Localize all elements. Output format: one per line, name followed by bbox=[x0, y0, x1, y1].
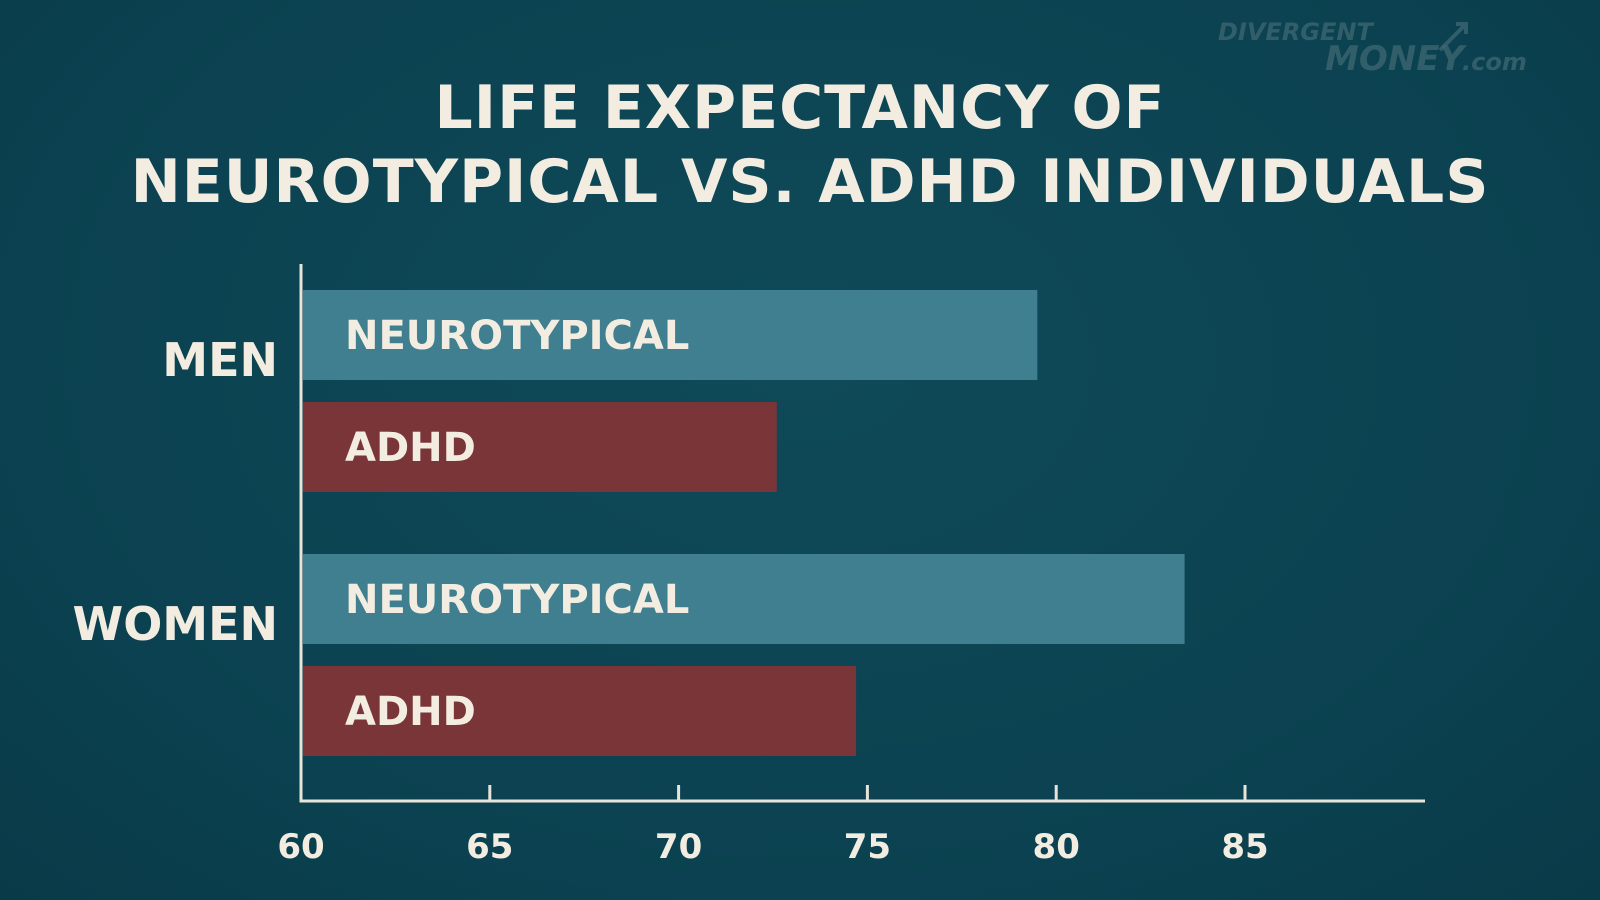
axes-group bbox=[299, 264, 1425, 803]
logo-arrow-icon bbox=[1438, 22, 1468, 52]
chart-title-line1: LIFE EXPECTANCY OF bbox=[435, 73, 1166, 143]
logo-suffix: .com bbox=[1462, 48, 1527, 76]
bar-women-neurotypical bbox=[303, 554, 1185, 644]
x-tick-label-75: 75 bbox=[844, 827, 891, 867]
bar-men-adhd bbox=[303, 402, 777, 492]
tick-labels: 60 65 70 75 80 85 bbox=[277, 827, 1268, 867]
x-tick-label-70: 70 bbox=[655, 827, 702, 867]
bar-label-women-adhd: ADHD bbox=[345, 689, 476, 735]
bar-men-neurotypical bbox=[303, 290, 1038, 380]
logo-line1: DIVERGENT bbox=[1218, 18, 1374, 46]
x-tick-label-60: 60 bbox=[277, 827, 324, 867]
x-tick-label-80: 80 bbox=[1033, 827, 1080, 867]
category-label-women: WOMEN bbox=[72, 597, 278, 651]
bar-label-women-neurotypical: NEUROTYPICAL bbox=[345, 577, 689, 623]
divergent-money-logo: DIVERGENT MONEY .com bbox=[1218, 18, 1527, 79]
chart-title-line2: NEUROTYPICAL VS. ADHD INDIVIDUALS bbox=[131, 147, 1490, 217]
category-label-men: MEN bbox=[162, 333, 278, 387]
bar-label-men-neurotypical: NEUROTYPICAL bbox=[345, 313, 689, 359]
x-tick-label-65: 65 bbox=[466, 827, 513, 867]
x-tick-label-85: 85 bbox=[1221, 827, 1268, 867]
bar-label-men-adhd: ADHD bbox=[345, 425, 476, 471]
category-labels: MEN WOMEN bbox=[72, 333, 278, 651]
bars-group: NEUROTYPICAL ADHD NEUROTYPICAL ADHD bbox=[303, 290, 1185, 756]
bar-women-adhd bbox=[303, 666, 857, 756]
